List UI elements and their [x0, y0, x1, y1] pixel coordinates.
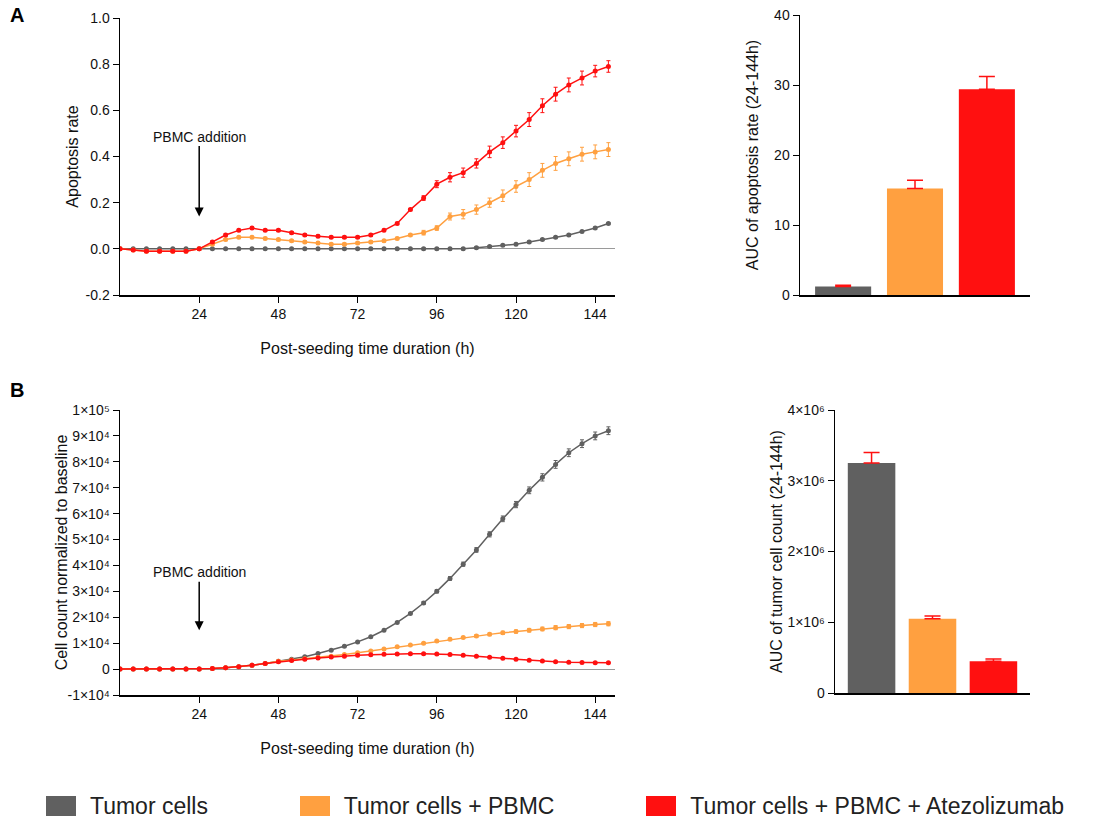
svg-text:PBMC addition: PBMC addition	[153, 564, 246, 580]
svg-text:PBMC addition: PBMC addition	[153, 129, 246, 145]
svg-text:9×10⁴: 9×10⁴	[72, 428, 110, 444]
svg-text:6×10⁴: 6×10⁴	[72, 506, 110, 522]
svg-text:1×10⁵: 1×10⁵	[72, 402, 109, 418]
svg-text:B: B	[10, 379, 24, 401]
svg-text:24: 24	[191, 306, 207, 322]
svg-text:4×10⁴: 4×10⁴	[72, 557, 110, 573]
svg-text:Post-seeding time duration (h): Post-seeding time duration (h)	[260, 340, 474, 357]
svg-text:AUC of tumor cell count (24-14: AUC of tumor cell count (24-144h)	[768, 430, 785, 673]
svg-text:0.0: 0.0	[90, 241, 110, 257]
svg-text:Post-seeding time duration (h): Post-seeding time duration (h)	[260, 740, 474, 757]
svg-text:0: 0	[782, 287, 790, 303]
svg-text:20: 20	[774, 147, 790, 163]
html-text:Tumor cells + PBMC: Tumor cells + PBMC	[343, 792, 555, 819]
svg-text:24: 24	[191, 706, 207, 722]
svg-text:AUC of apoptosis rate (24-144h: AUC of apoptosis rate (24-144h)	[744, 40, 761, 270]
svg-text:0.6: 0.6	[90, 102, 110, 118]
svg-text:0.8: 0.8	[90, 56, 110, 72]
svg-text:-1×10⁴: -1×10⁴	[67, 687, 109, 703]
svg-text:10: 10	[774, 217, 790, 233]
svg-text:96: 96	[429, 306, 445, 322]
html-text:Tumor cells + PBMC + Atezolizu: Tumor cells + PBMC + Atezolizumab	[690, 792, 1064, 819]
svg-text:48: 48	[271, 306, 287, 322]
svg-text:4×10⁶: 4×10⁶	[787, 402, 824, 418]
svg-text:7×10⁴: 7×10⁴	[72, 480, 110, 496]
svg-text:40: 40	[774, 7, 790, 23]
svg-text:8×10⁴: 8×10⁴	[72, 454, 110, 470]
svg-text:1×10⁶: 1×10⁶	[787, 614, 824, 630]
svg-text:3×10⁶: 3×10⁶	[787, 473, 824, 489]
svg-text:1.0: 1.0	[90, 10, 110, 26]
svg-text:5×10⁴: 5×10⁴	[72, 531, 110, 547]
svg-text:144: 144	[584, 306, 608, 322]
svg-text:144: 144	[584, 706, 608, 722]
svg-text:Apoptosis rate: Apoptosis rate	[64, 105, 81, 207]
svg-text:2×10⁴: 2×10⁴	[72, 609, 110, 625]
svg-text:1×10⁴: 1×10⁴	[72, 635, 110, 651]
svg-text:48: 48	[271, 706, 287, 722]
html-text:Tumor cells: Tumor cells	[89, 792, 208, 819]
svg-text:30: 30	[774, 77, 790, 93]
svg-text:96: 96	[429, 706, 445, 722]
svg-text:120: 120	[504, 706, 528, 722]
svg-text:0.4: 0.4	[90, 148, 110, 164]
svg-text:72: 72	[350, 706, 366, 722]
svg-text:72: 72	[350, 306, 366, 322]
svg-text:-0.2: -0.2	[86, 287, 110, 303]
svg-text:3×10⁴: 3×10⁴	[72, 583, 110, 599]
svg-text:0.2: 0.2	[90, 195, 110, 211]
svg-text:Cell count normalized to basel: Cell count normalized to baseline	[53, 435, 70, 671]
svg-text:0: 0	[102, 661, 110, 677]
svg-text:0: 0	[817, 685, 825, 701]
svg-text:120: 120	[504, 306, 528, 322]
svg-text:2×10⁶: 2×10⁶	[787, 543, 824, 559]
svg-text:A: A	[10, 4, 24, 26]
